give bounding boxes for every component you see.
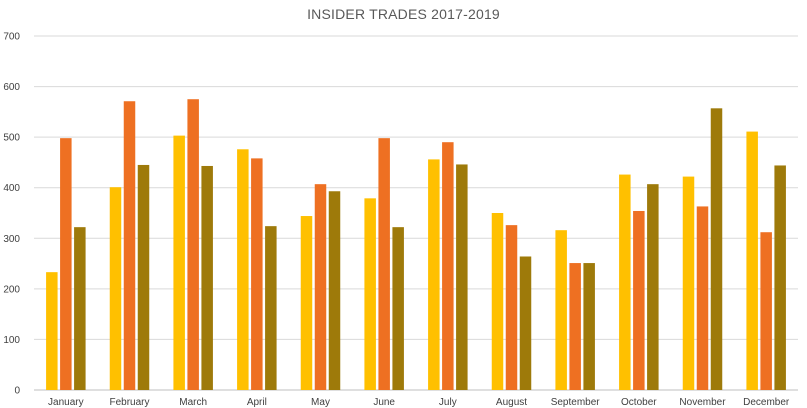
bar (265, 226, 277, 390)
y-tick-label: 100 (3, 335, 20, 346)
bar (314, 184, 327, 390)
x-tick-label: April (247, 397, 267, 408)
x-tick-label: January (48, 397, 84, 408)
bar (392, 227, 404, 390)
y-tick-label: 200 (3, 284, 20, 295)
bar (442, 142, 454, 390)
bar (491, 213, 504, 390)
x-tick-label: October (621, 397, 657, 408)
x-axis: January February March April May June July Augu… (48, 397, 790, 408)
bar (505, 225, 518, 390)
y-tick-label: 500 (3, 133, 20, 144)
bars (46, 99, 786, 391)
bar (555, 230, 567, 390)
x-tick-label: July (439, 397, 457, 408)
y-tick-label: 0 (14, 386, 20, 397)
bar (109, 187, 122, 390)
bar (328, 191, 341, 390)
chart-title: INSIDER TRADES 2017-2019 (307, 6, 500, 22)
bar (173, 135, 185, 390)
y-tick-label: 600 (3, 82, 20, 93)
y-tick-label: 400 (3, 183, 20, 194)
x-tick-label: September (551, 397, 601, 408)
bar (364, 198, 376, 390)
bar (237, 149, 249, 390)
bar (619, 174, 631, 390)
bar (774, 165, 786, 390)
x-tick-label: December (743, 397, 790, 408)
bar (251, 158, 263, 390)
bar (696, 206, 709, 390)
y-tick-label: 300 (3, 234, 20, 245)
bar (519, 256, 532, 390)
gridlines (34, 35, 798, 391)
y-tick-label: 700 (3, 32, 20, 43)
bar (74, 227, 86, 390)
bar (187, 99, 199, 390)
bar (633, 210, 645, 390)
bar (456, 164, 468, 390)
bar (569, 263, 581, 390)
bar (583, 263, 595, 390)
bar (46, 272, 58, 390)
x-tick-label: August (496, 397, 527, 408)
x-tick-label: June (373, 397, 395, 408)
x-tick-label: May (311, 397, 330, 408)
bar (137, 164, 150, 390)
bar (428, 159, 440, 390)
bar (682, 176, 695, 390)
bar (760, 232, 772, 390)
x-tick-label: November (679, 397, 726, 408)
bar (201, 165, 213, 390)
y-axis: 0 100 200 300 400 500 600 700 (3, 32, 20, 397)
bar (300, 216, 313, 390)
bar (60, 138, 72, 390)
bar (123, 101, 136, 390)
x-tick-label: March (179, 397, 207, 408)
bar (647, 184, 659, 390)
bar (710, 108, 723, 391)
x-tick-label: February (109, 397, 149, 408)
bar (746, 131, 758, 390)
bar (378, 138, 390, 390)
